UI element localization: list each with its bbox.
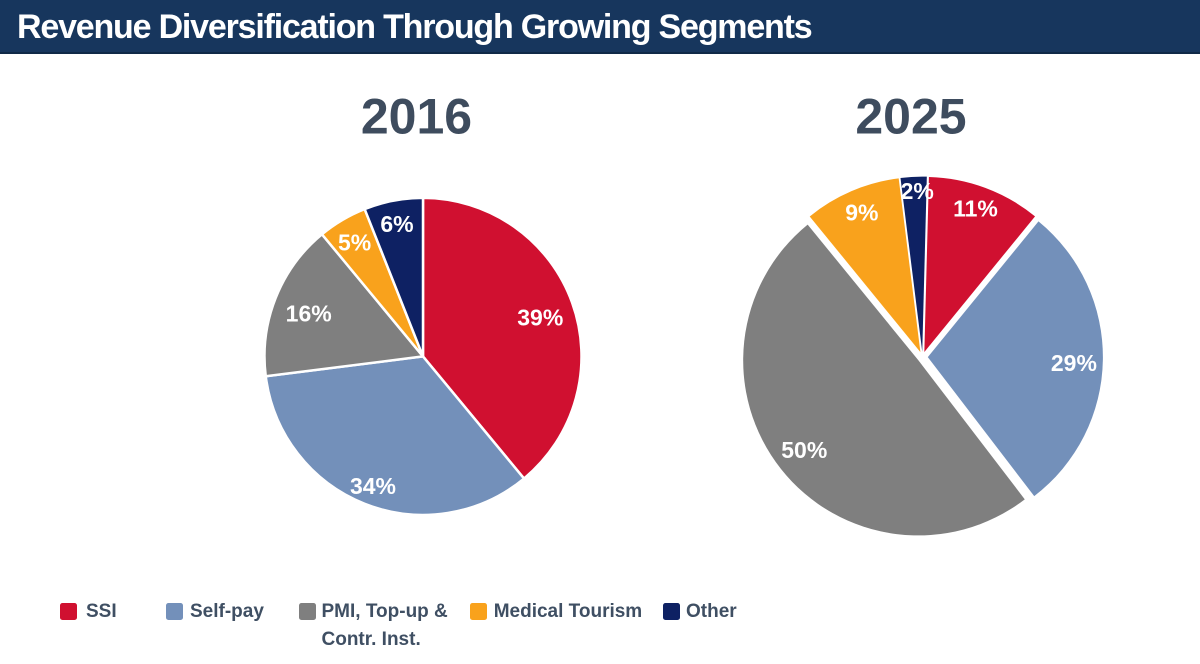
svg-text:5%: 5% [338, 229, 371, 255]
svg-text:29%: 29% [1051, 350, 1097, 376]
svg-text:50%: 50% [781, 437, 827, 463]
svg-text:2025: 2025 [855, 88, 966, 144]
svg-text:34%: 34% [350, 473, 396, 499]
svg-text:6%: 6% [380, 211, 413, 237]
svg-text:9%: 9% [845, 199, 878, 225]
svg-text:11%: 11% [953, 195, 998, 221]
svg-text:39%: 39% [517, 305, 563, 331]
svg-text:16%: 16% [286, 301, 332, 327]
svg-text:2%: 2% [901, 178, 934, 204]
svg-text:2016: 2016 [361, 88, 472, 144]
